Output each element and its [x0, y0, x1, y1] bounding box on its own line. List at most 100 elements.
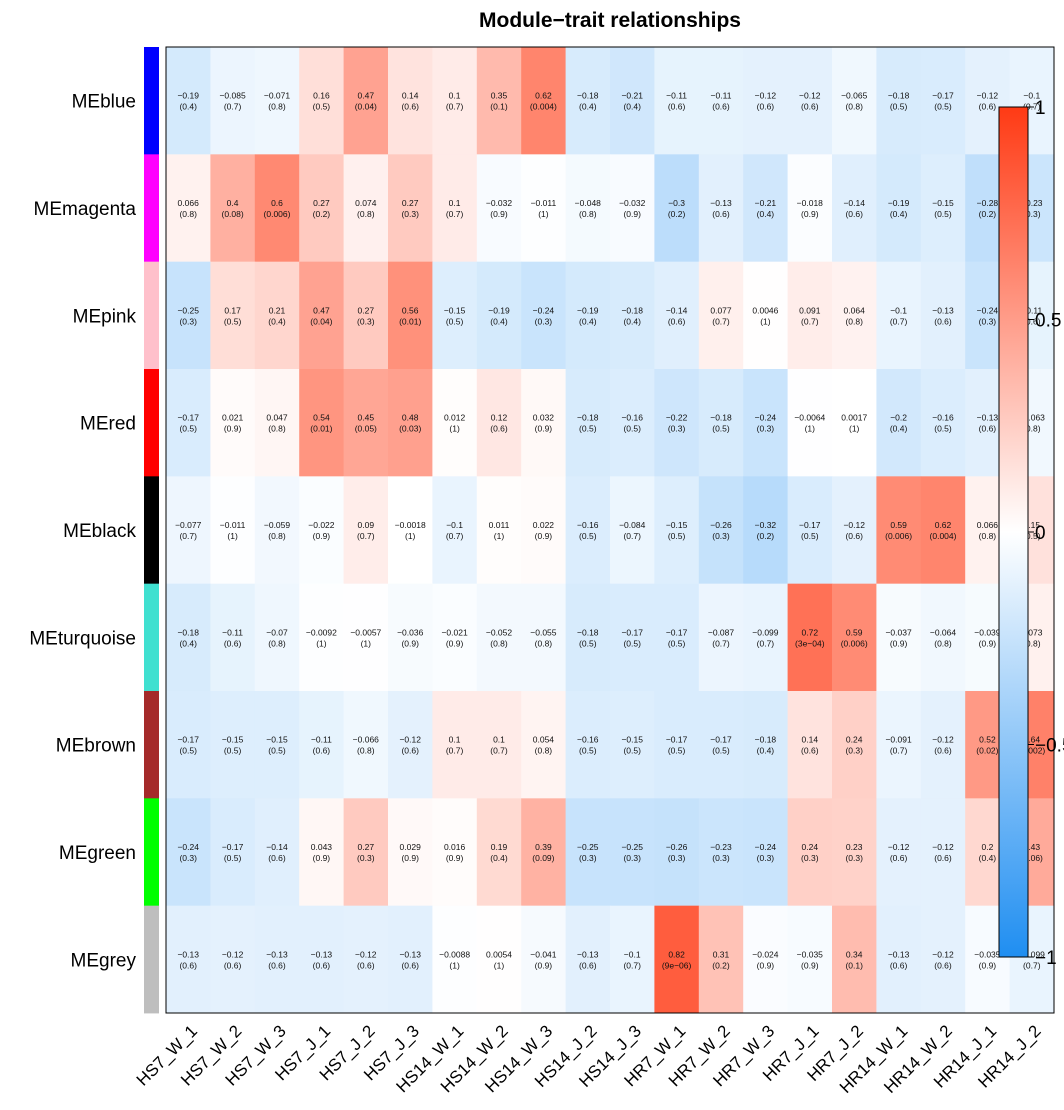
heatmap-cell [565, 154, 611, 263]
heatmap-cells: −0.19(0.4)−0.085(0.7)−0.071(0.8)0.16(0.5… [166, 47, 1055, 1014]
heatmap-cell [254, 476, 300, 585]
heatmap-cell [432, 905, 478, 1014]
heatmap-cell [743, 691, 788, 799]
cell-correlation-label: −0.18 [755, 735, 777, 745]
cell-correlation-label: −0.064 [930, 627, 957, 637]
cell-correlation-label: −0.13 [932, 305, 954, 315]
cell-correlation-label: −0.17 [710, 735, 732, 745]
heatmap-cell [210, 261, 256, 370]
cell-pvalue-label: (0.4) [623, 316, 641, 326]
cell-correlation-label: 0.24 [846, 735, 863, 745]
cell-pvalue-label: (0.7) [357, 531, 375, 541]
heatmap-cell [343, 154, 389, 263]
cell-pvalue-label: (0.5) [934, 102, 952, 112]
cell-pvalue-label: (0.9) [801, 960, 819, 970]
cell-correlation-label: −0.12 [932, 842, 954, 852]
cell-pvalue-label: (0.5) [224, 853, 242, 863]
heatmap-cell [210, 583, 256, 692]
heatmap-cell [565, 369, 611, 477]
cell-pvalue-label: (0.3) [623, 853, 641, 863]
cell-pvalue-label: (0.3) [757, 853, 775, 863]
cell-correlation-label: 0.12 [491, 413, 508, 423]
cell-pvalue-label: (0.4) [179, 102, 197, 112]
heatmap-cell [565, 798, 611, 907]
cell-correlation-label: 0.0054 [486, 949, 512, 959]
heatmap-cell [166, 154, 211, 263]
heatmap-cell [299, 905, 344, 1014]
heatmap-cell [832, 261, 877, 370]
cell-correlation-label: −0.17 [177, 413, 199, 423]
cell-pvalue-label: (0.3) [179, 316, 197, 326]
heatmap-cell [876, 905, 922, 1014]
cell-pvalue-label: (0.9) [535, 960, 553, 970]
heatmap-cell [610, 476, 655, 585]
heatmap-cell [565, 261, 611, 370]
heatmap-cell [920, 47, 966, 155]
cell-correlation-label: −0.24 [533, 305, 555, 315]
heatmap-cell [743, 905, 788, 1014]
heatmap-cell [698, 691, 744, 799]
heatmap-cell [920, 369, 966, 477]
cell-pvalue-label: (0.3) [357, 316, 375, 326]
cell-pvalue-label: (0.4) [757, 746, 775, 756]
cell-pvalue-label: (0.5) [579, 638, 597, 648]
cell-pvalue-label: (0.8) [268, 424, 286, 434]
cell-pvalue-label: (0.3) [757, 424, 775, 434]
heatmap-cell [698, 476, 744, 585]
cell-correlation-label: −0.22 [666, 413, 688, 423]
cell-correlation-label: 0.012 [444, 413, 466, 423]
cell-pvalue-label: (1) [494, 531, 505, 541]
heatmap-cell [166, 476, 211, 585]
cell-pvalue-label: (0.3) [668, 853, 686, 863]
cell-pvalue-label: (0.3) [1023, 209, 1041, 219]
cell-correlation-label: −0.15 [666, 520, 688, 530]
cell-pvalue-label: (0.01) [310, 424, 332, 434]
cell-correlation-label: −0.13 [266, 949, 288, 959]
cell-pvalue-label: (0.9) [446, 853, 464, 863]
cell-correlation-label: −0.1 [446, 520, 463, 530]
cell-correlation-label: 0.34 [846, 949, 863, 959]
cell-pvalue-label: (0.8) [535, 638, 553, 648]
cell-correlation-label: 0.62 [535, 91, 552, 101]
heatmap-cell [610, 154, 655, 263]
heatmap-cell [876, 476, 922, 585]
cell-pvalue-label: (1) [361, 638, 372, 648]
cell-pvalue-label: (0.8) [845, 102, 863, 112]
cell-pvalue-label: (0.09) [532, 853, 554, 863]
cell-pvalue-label: (0.9) [979, 638, 997, 648]
cell-correlation-label: 0.47 [313, 305, 330, 315]
cell-correlation-label: −0.26 [710, 520, 732, 530]
cell-pvalue-label: (0.6) [890, 853, 908, 863]
cell-pvalue-label: (0.5) [668, 746, 686, 756]
heatmap-cell [743, 261, 788, 370]
heatmap-cell [299, 798, 344, 907]
cell-correlation-label: 0.073 [1021, 627, 1043, 637]
cell-correlation-label: 0.021 [222, 413, 244, 423]
cell-correlation-label: −0.12 [932, 949, 954, 959]
heatmap-cell [299, 691, 344, 799]
heatmap-cell [476, 905, 522, 1014]
cell-pvalue-label: (0.5) [623, 424, 641, 434]
cell-pvalue-label: (0.1) [845, 960, 863, 970]
heatmap-cell [476, 583, 522, 692]
heatmap-cell [610, 691, 655, 799]
heatmap-cell [610, 369, 655, 477]
heatmap-cell [743, 798, 788, 907]
heatmap-cell [743, 369, 788, 477]
heatmap-cell [299, 261, 344, 370]
cell-pvalue-label: (0.004) [530, 102, 557, 112]
cell-correlation-label: −0.13 [399, 949, 421, 959]
cell-pvalue-label: (0.4) [579, 316, 597, 326]
cell-correlation-label: −0.25 [177, 305, 199, 315]
heatmap-cell [521, 261, 566, 370]
heatmap-cell [787, 905, 833, 1014]
heatmap-cell [388, 476, 433, 585]
cell-correlation-label: −0.1 [1023, 91, 1040, 101]
cell-pvalue-label: (0.8) [845, 316, 863, 326]
heatmap-cell [299, 583, 344, 692]
cell-pvalue-label: (0.6) [179, 960, 197, 970]
cell-pvalue-label: (0.5) [801, 531, 819, 541]
cell-pvalue-label: (1) [538, 209, 549, 219]
heatmap-cell [521, 47, 566, 155]
